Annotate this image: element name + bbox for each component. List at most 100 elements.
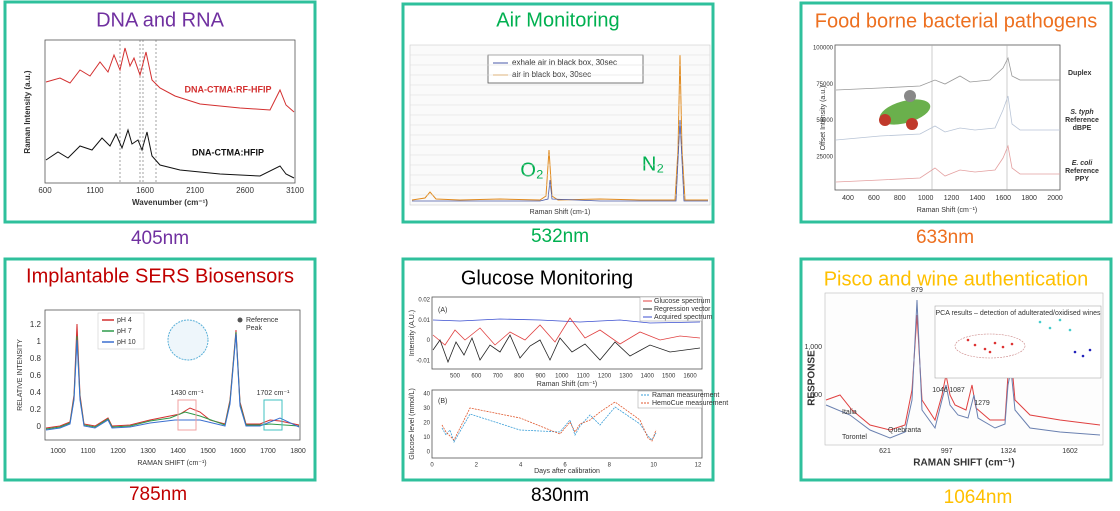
x-tick-label: 1500 bbox=[662, 374, 676, 380]
measurement-line bbox=[441, 406, 657, 443]
peak-label: O₂ bbox=[520, 159, 543, 181]
spectrum-line bbox=[45, 128, 295, 179]
legend-box bbox=[487, 54, 644, 84]
y-tick-label: 1.2 bbox=[30, 320, 42, 329]
wavelength: 633nm bbox=[916, 227, 974, 248]
x-tick-label: 1500 bbox=[200, 448, 216, 455]
y-tick-label: 10 bbox=[423, 435, 430, 441]
y-tick-label: 0.6 bbox=[30, 371, 42, 380]
plot-frame bbox=[431, 296, 703, 370]
spectrum-line bbox=[835, 56, 1060, 91]
y-axis-label: RELATIVE INTENSITY bbox=[17, 339, 24, 411]
series-label: DNA-CTMA:HFIP bbox=[192, 147, 264, 157]
y-tick-label: 0.4 bbox=[30, 388, 42, 397]
x-tick-label: 0 bbox=[430, 463, 434, 469]
panel-box bbox=[401, 257, 715, 482]
x-axis-label: Wavenumber (cm⁻¹) bbox=[132, 198, 208, 207]
inset-title: PCA results – detection of adulterated/o… bbox=[936, 310, 1101, 317]
x-tick-label: 2600 bbox=[236, 186, 254, 195]
y-tick-label: 500 bbox=[810, 392, 822, 399]
x-tick-label: 800 bbox=[514, 374, 525, 380]
legend-label: Regression vector bbox=[654, 306, 711, 313]
wavelength: 532nm bbox=[531, 226, 589, 247]
panel-box bbox=[3, 257, 317, 482]
wavelength: 830nm bbox=[531, 485, 589, 506]
highlight-box bbox=[177, 399, 197, 431]
legend-label: pH 10 bbox=[117, 339, 136, 346]
peak-label: 1087 bbox=[949, 387, 965, 394]
sensor-illustration bbox=[167, 319, 209, 361]
x-tick-label: 1324 bbox=[1001, 448, 1017, 455]
x-axis-label: Days after calibration bbox=[534, 468, 600, 475]
y-tick-label: 0.01 bbox=[418, 318, 430, 324]
peak-label: N₂ bbox=[642, 153, 664, 175]
spectrum-line bbox=[432, 334, 701, 364]
panel-tag: (A) bbox=[438, 307, 447, 314]
series-label: S. typh bbox=[1070, 109, 1093, 116]
spectrum-line bbox=[835, 144, 1060, 183]
x-tick-label: 997 bbox=[941, 448, 953, 455]
series-label: dBPE bbox=[1073, 125, 1092, 132]
highlight-box bbox=[263, 399, 283, 431]
y-tick-label: 20 bbox=[423, 421, 430, 427]
y-axis-label: Intensity (A.U.) bbox=[409, 310, 416, 356]
series-label: Reference bbox=[1065, 168, 1099, 175]
x-tick-label: 1200 bbox=[110, 448, 126, 455]
plot-frame bbox=[44, 309, 301, 441]
x-axis-label: RAMAN SHIFT (cm⁻¹) bbox=[137, 460, 206, 467]
x-tick-label: 1100 bbox=[86, 186, 104, 195]
y-tick-label: 0 bbox=[37, 422, 42, 431]
y-tick-label: 0.8 bbox=[30, 354, 42, 363]
spectrum-line bbox=[432, 317, 701, 346]
y-tick-label: 0.02 bbox=[418, 298, 430, 304]
x-tick-label: 1100 bbox=[80, 448, 95, 455]
panel-title: Food borne bacterial pathogens bbox=[815, 10, 1097, 32]
x-tick-label: 1100 bbox=[577, 374, 591, 380]
y-axis-label: Raman Intensity (a.u.) bbox=[23, 70, 32, 153]
x-tick-label: 1602 bbox=[1062, 448, 1078, 455]
peak-label: 879 bbox=[911, 287, 923, 294]
x-tick-label: 500 bbox=[450, 374, 461, 380]
legend-label: Raman measurement bbox=[652, 392, 719, 399]
x-tick-label: 1800 bbox=[1021, 195, 1037, 202]
series-label: E. coli bbox=[1072, 160, 1094, 167]
x-tick-label: 6 bbox=[563, 463, 567, 469]
series-label: DNA-CTMA:RF-HFIP bbox=[185, 84, 272, 94]
legend-label: air in black box, 30sec bbox=[512, 70, 591, 79]
legend-label: exhale air in black box, 30sec bbox=[512, 58, 617, 67]
x-tick-label: 1600 bbox=[230, 448, 246, 455]
annotation: 1702 cm⁻¹ bbox=[257, 390, 291, 397]
x-axis-label: Raman Shift (cm⁻¹) bbox=[537, 381, 597, 388]
x-tick-label: 1600 bbox=[683, 374, 697, 380]
y-tick-label: 1 bbox=[37, 337, 42, 346]
annotation: 1430 cm⁻¹ bbox=[171, 390, 205, 397]
spectrum-line bbox=[412, 119, 708, 202]
x-tick-label: 1300 bbox=[619, 374, 633, 380]
y-tick-label: -0.01 bbox=[416, 359, 430, 365]
y-tick-label: 0 bbox=[427, 338, 431, 344]
y-axis-label: Offset Intensity (a.u.) bbox=[820, 86, 827, 151]
series-label: Torontel bbox=[842, 434, 867, 441]
x-tick-label: 800 bbox=[894, 195, 906, 202]
y-axis-label: Glucose level (mmol/L) bbox=[409, 388, 416, 460]
panel-tag: (B) bbox=[438, 398, 447, 405]
legend-label: pH 7 bbox=[117, 328, 132, 335]
y-tick-label: 1,000 bbox=[804, 344, 822, 351]
x-tick-label: 1000 bbox=[50, 448, 66, 455]
legend-label: pH 4 bbox=[117, 317, 132, 324]
x-tick-label: 1600 bbox=[995, 195, 1011, 202]
annotation: Reference bbox=[246, 317, 278, 324]
series-label: Duplex bbox=[1068, 70, 1091, 77]
x-tick-label: 4 bbox=[519, 463, 523, 469]
x-tick-label: 1400 bbox=[170, 448, 186, 455]
inset-frame bbox=[934, 305, 1102, 379]
y-axis-label: RESPONSE bbox=[807, 350, 818, 406]
panel-box bbox=[799, 1, 1113, 224]
spectrum-line bbox=[835, 95, 1060, 141]
y-tick-label: 0.2 bbox=[30, 405, 42, 414]
wavelength: 785nm bbox=[129, 484, 187, 505]
x-tick-label: 8 bbox=[608, 463, 612, 469]
y-tick-label: 40 bbox=[423, 392, 430, 398]
legend-label: Acquired spectrum bbox=[654, 314, 713, 321]
